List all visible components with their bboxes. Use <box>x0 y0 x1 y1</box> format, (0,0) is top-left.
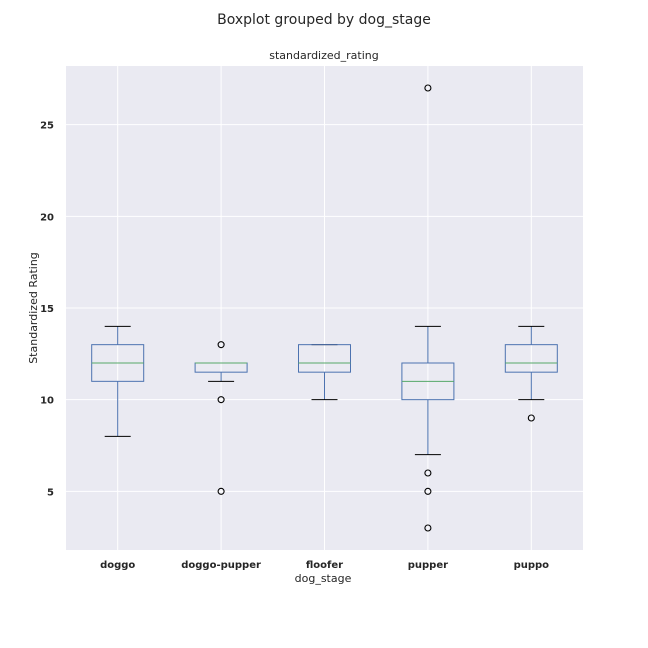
y-tick-label: 20 <box>40 212 54 223</box>
x-tick-label: pupper <box>408 560 448 571</box>
iqr-box <box>504 344 558 373</box>
box-doggo <box>91 325 145 437</box>
iqr-box <box>298 344 351 373</box>
outlier-point <box>217 341 225 349</box>
y-tick-label: 25 <box>40 121 54 132</box>
outlier-point <box>424 469 432 477</box>
x-tick-label: puppo <box>514 560 550 571</box>
y-axis-label: Standardized Rating <box>27 252 40 364</box>
box-puppo <box>504 325 558 422</box>
x-tick-label: floofer <box>306 560 343 571</box>
outlier-point <box>424 487 432 495</box>
chart-suptitle: Boxplot grouped by dog_stage <box>217 12 431 28</box>
y-axis-ticks: 5 10 15 20 25 <box>40 121 54 499</box>
y-tick-label: 5 <box>47 487 54 498</box>
outlier-point <box>217 396 225 404</box>
x-axis-ticks: doggo doggo-pupper floofer pupper puppo <box>100 560 549 571</box>
y-tick-label: 15 <box>40 304 54 315</box>
chart-title: standardized_rating <box>269 49 378 62</box>
box-series <box>91 84 558 532</box>
box-pupper <box>401 84 455 532</box>
x-tick-label: doggo-pupper <box>181 560 261 571</box>
outlier-point <box>424 84 432 92</box>
x-axis-label: dog_stage <box>295 572 352 585</box>
x-tick-label: doggo <box>100 560 135 571</box>
box-doggo-pupper <box>194 341 248 495</box>
outlier-point <box>217 487 225 495</box>
y-tick-label: 10 <box>40 396 54 407</box>
box-floofer <box>298 344 351 401</box>
outlier-point <box>527 414 535 422</box>
outlier-point <box>424 524 432 532</box>
